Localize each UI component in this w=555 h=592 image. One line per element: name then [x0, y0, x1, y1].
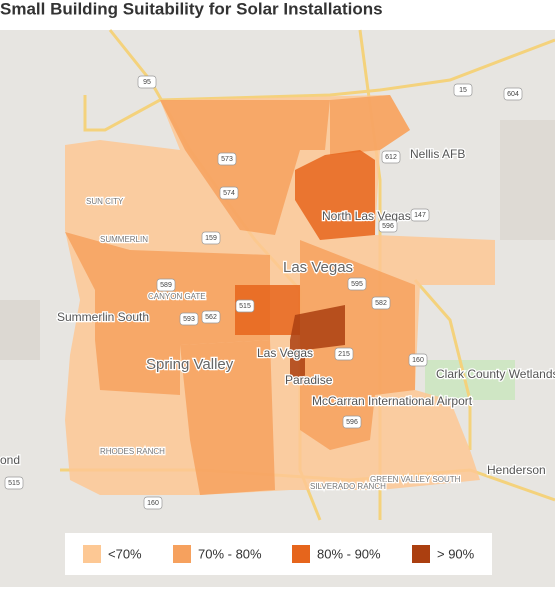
- highway-shield: [371, 296, 391, 310]
- region: [300, 240, 415, 450]
- region: [235, 285, 300, 335]
- highway-number: 574: [223, 190, 235, 197]
- highway-shield: [137, 75, 157, 89]
- place-label: Summerlin South: [57, 310, 149, 324]
- place-label: McCarran International Airport: [312, 394, 473, 408]
- place-label: Las Vegas: [283, 259, 353, 276]
- highway-shield: [4, 476, 24, 490]
- highway-number: 595: [351, 281, 363, 288]
- highway-number: 159: [205, 235, 217, 242]
- place-label: Las Vegas: [257, 346, 313, 360]
- region: [65, 232, 270, 395]
- region: [160, 100, 330, 235]
- place-label: CANYON GATE: [148, 292, 206, 301]
- legend-label: <70%: [108, 546, 142, 561]
- legend-items: <70% 70% - 80% 80% - 90% > 90%: [83, 545, 475, 563]
- place-label: North Las Vegas: [322, 209, 411, 223]
- highway-number: 160: [147, 500, 159, 507]
- highway-shield: [201, 231, 221, 245]
- place-label: RHODES RANCH: [100, 447, 165, 456]
- legend-label: 70% - 80%: [198, 546, 262, 561]
- place-label: ond: [0, 453, 20, 467]
- place-label: SILVERADO RANCH: [310, 482, 386, 491]
- highway-number: 582: [375, 300, 387, 307]
- place-label: Henderson: [487, 463, 546, 477]
- highway-shield: [217, 152, 237, 166]
- place-label: SUN CITY: [86, 197, 124, 206]
- highway-number: 604: [507, 91, 519, 98]
- highway-number: 215: [338, 351, 350, 358]
- legend-label: > 90%: [437, 546, 475, 561]
- highway-number: 589: [160, 282, 172, 289]
- legend-label: 80% - 90%: [317, 546, 381, 561]
- highway-shield: [410, 208, 430, 222]
- place-label: Paradise: [285, 373, 333, 387]
- place-label: SUMMERLIN: [100, 235, 148, 244]
- highway-number: 612: [385, 154, 397, 161]
- place-labels: Las Vegas North Las Vegas Spring Valley …: [0, 146, 555, 492]
- highway-number: 15: [459, 87, 467, 94]
- highway-shield: [179, 312, 199, 326]
- highway-number: 593: [183, 316, 195, 323]
- highway-shield: [347, 277, 367, 291]
- legend-swatch: [412, 545, 430, 563]
- highway-shield: [219, 186, 239, 200]
- legend-swatch: [292, 545, 310, 563]
- highway-shield: [143, 496, 163, 510]
- highway-number: 160: [412, 357, 424, 364]
- place-label: GREEN VALLEY SOUTH: [370, 475, 461, 484]
- highway-shield: [334, 347, 354, 361]
- place-label: Spring Valley: [146, 356, 234, 373]
- region: [330, 95, 410, 155]
- highway-number: 515: [8, 480, 20, 487]
- highway-number: 573: [221, 156, 233, 163]
- highway-shield: [408, 353, 428, 367]
- highway-shield: [453, 83, 473, 97]
- legend-swatch: [173, 545, 191, 563]
- region: [295, 150, 375, 240]
- map: [0, 29, 555, 587]
- highway-number: 562: [205, 314, 217, 321]
- region: [290, 305, 345, 385]
- title: Small Building Suitability for Solar Ins…: [0, 0, 383, 18]
- place-label: Nellis AFB: [410, 147, 465, 161]
- legend-swatch: [83, 545, 101, 563]
- highway-shield: [342, 415, 362, 429]
- highway-number: 596: [382, 223, 394, 230]
- region: [180, 340, 275, 495]
- highway-number: 515: [239, 303, 251, 310]
- highway-number: 596: [346, 419, 358, 426]
- highway-number: 95: [143, 79, 151, 86]
- highway-shield: [503, 87, 523, 101]
- highway-number: 147: [414, 212, 426, 219]
- highway-shield: [378, 219, 398, 233]
- highway-shields: 95 15 604 573 574 612 147 596 159 589 515 595 582 593…: [4, 75, 523, 510]
- highway-shield: [235, 299, 255, 313]
- highway-shield: [381, 150, 401, 164]
- highway-shield: [201, 310, 221, 324]
- place-label: Clark County Wetlands Park: [436, 367, 555, 381]
- highway-shield: [156, 278, 176, 292]
